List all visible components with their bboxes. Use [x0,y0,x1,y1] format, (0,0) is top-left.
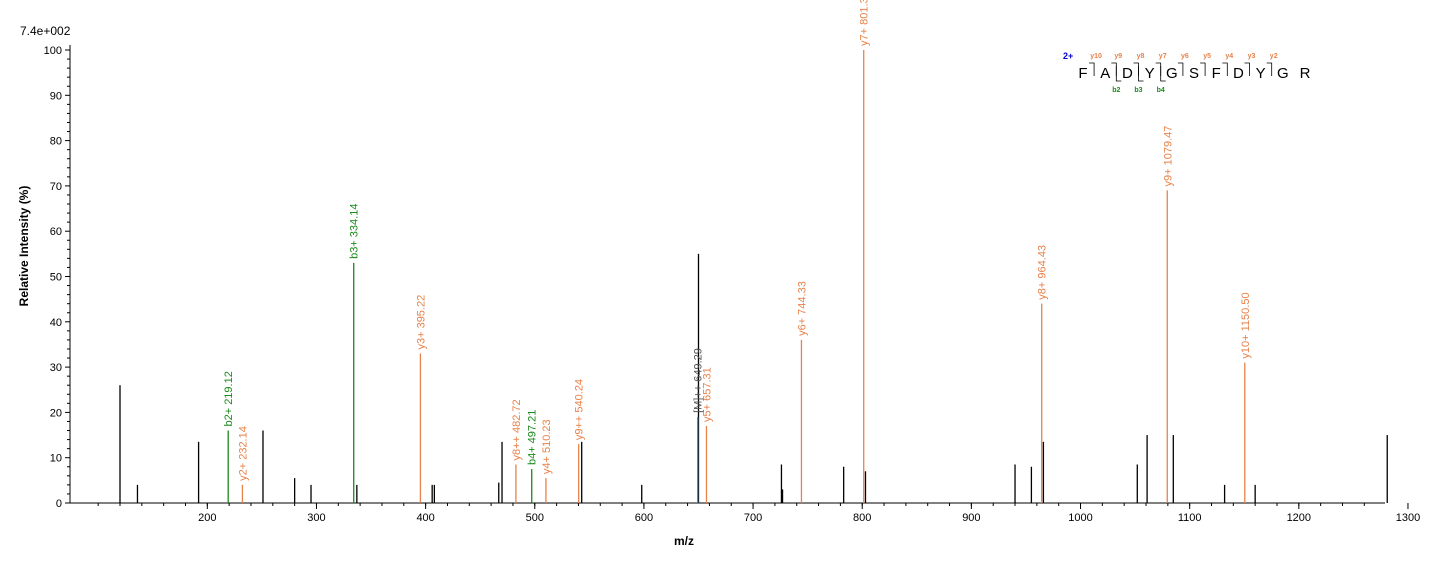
b-fragment-bracket [1138,66,1144,82]
x-tick-label: 500 [526,512,544,524]
peak-label: y5+ 657.31 [701,367,713,422]
y-tick-label: 30 [50,362,62,374]
peak-label: y9+ 1079.47 [1162,126,1174,187]
peak-label: y7+ 801.37 [859,0,871,46]
x-tick-label: 700 [744,512,762,524]
y-fragment-bracket [1200,62,1206,76]
sequence-residue: F [1078,65,1087,82]
y-ion-marker: y2 [1270,53,1278,60]
x-tick-label: 400 [416,512,434,524]
y-fragment-bracket [1266,62,1273,76]
x-axis-title: m/z [674,534,694,548]
x-tick-label: 600 [635,512,653,524]
y-ion-marker: y10 [1090,53,1102,60]
peak-label: [M]++ 649.29 [693,348,705,413]
peak-label: y9++ 540.24 [574,379,586,440]
y-ion-marker: y7 [1159,53,1167,60]
sequence-residue: R [1300,65,1311,82]
x-tick-label: 1100 [1178,512,1202,524]
b-ion-marker: b4 [1157,87,1165,94]
sequence-residue: F [1212,65,1221,82]
y-tick-label: 50 [50,272,62,284]
max-intensity-label: 7.4e+002 [20,24,71,38]
y-ion-marker: y3 [1248,53,1256,60]
x-tick-label: 1200 [1287,512,1311,524]
b-ion-marker: b3 [1134,87,1142,94]
y-ion-marker: y9 [1114,53,1122,60]
y-fragment-bracket [1155,62,1162,76]
y-axis-title: Relative Intensity (%) [17,186,31,307]
y-ion-marker: y6 [1181,53,1189,60]
y-ion-marker: y8 [1137,53,1145,60]
charge-state: 2+ [1063,51,1073,61]
x-tick-label: 900 [962,512,980,524]
peak-label: y8++ 482.72 [511,399,523,460]
sequence-residue: G [1277,65,1289,82]
b-fragment-bracket [1115,66,1122,82]
y-fragment-bracket [1133,62,1139,76]
sequence-residue: A [1100,65,1110,82]
sequence-residue: D [1122,65,1133,82]
peak-label: y3+ 395.22 [415,295,427,350]
y-tick-label: 100 [44,45,62,57]
peak-label: y10+ 1150.50 [1240,292,1252,358]
sequence-residue: Y [1145,65,1155,82]
peak-label: y8+ 964.43 [1037,245,1049,300]
sequence-residue: D [1233,65,1244,82]
peak-label: y6+ 744.33 [796,281,808,336]
sequence-residue: S [1189,65,1199,82]
peak-label: b3+ 334.14 [349,204,361,259]
x-tick-label: 300 [307,512,325,524]
peak-label: b4+ 497.21 [527,410,539,465]
y-fragment-bracket [1111,62,1117,76]
y-tick-label: 60 [50,226,62,238]
y-fragment-bracket [1089,62,1095,76]
peak-label: y2+ 232.14 [237,426,249,481]
y-fragment-bracket [1222,62,1228,76]
y-fragment-bracket [1244,62,1250,76]
plot-area: 0 10 20 30 40 50 60 70 80 90 100 200 300 400 500 600 700… [44,0,1421,524]
y-tick-label: 70 [50,181,62,193]
x-tick-label: 1300 [1396,512,1420,524]
b-ion-marker: b2 [1112,87,1120,94]
y-tick-label: 20 [50,407,62,419]
y-ion-marker: y5 [1203,53,1211,60]
x-tick-label: 200 [198,512,216,524]
y-fragment-bracket [1177,62,1184,76]
sequence-residue: Y [1256,65,1266,82]
y-tick-label: 90 [50,90,62,102]
y-ion-marker: y4 [1225,53,1233,60]
sequence-residue: G [1166,65,1178,82]
y-tick-label: 40 [50,317,62,329]
peak-label: y4+ 510.23 [541,419,553,474]
x-tick-label: 1000 [1068,512,1092,524]
x-tick-label: 800 [853,512,871,524]
y-tick-label: 0 [56,498,62,510]
y-tick-label: 80 [50,136,62,148]
peak-label: b2+ 219.12 [223,371,235,426]
b-fragment-bracket [1160,66,1166,82]
y-tick-label: 10 [50,453,62,465]
